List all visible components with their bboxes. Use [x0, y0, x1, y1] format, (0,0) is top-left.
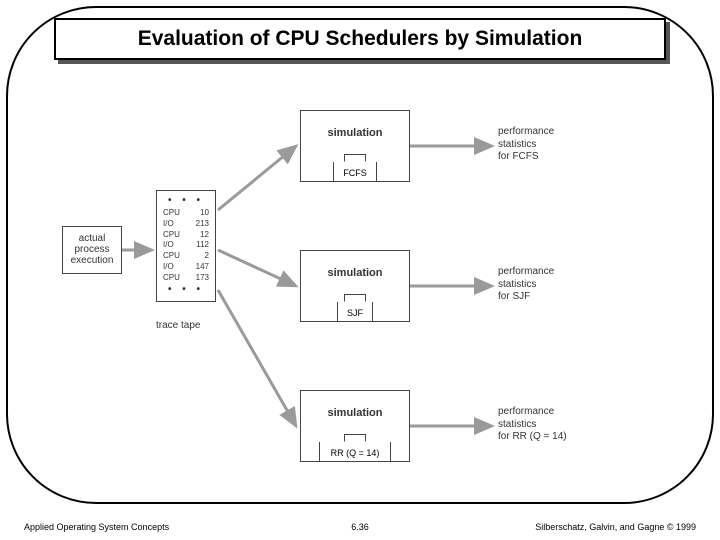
performance-output-label: performance statistics for SJF: [498, 266, 554, 304]
simulation-label: simulation: [301, 127, 409, 139]
performance-output-label: performance statistics for FCFS: [498, 126, 554, 164]
trace-row: I/O147: [159, 262, 213, 273]
trace-dots-bottom: • • •: [159, 284, 213, 297]
simulation-label: simulation: [301, 407, 409, 419]
simulation-label: simulation: [301, 267, 409, 279]
algorithm-box: FCFS: [333, 162, 377, 182]
footer: Applied Operating System Concepts 6.36 S…: [0, 516, 720, 536]
alg-notch: [344, 154, 366, 162]
trace-row: CPU2: [159, 251, 213, 262]
algorithm-box: RR (Q = 14): [319, 442, 391, 462]
footer-right: Silberschatz, Galvin, and Gagne © 1999: [535, 522, 696, 532]
trace-row: I/O213: [159, 219, 213, 230]
actual-process-label: actual process execution: [63, 227, 121, 272]
trace-tape-label: trace tape: [156, 320, 200, 333]
slide-title: Evaluation of CPU Schedulers by Simulati…: [54, 18, 666, 60]
diagram-area: actual process execution • • • CPU10I/O2…: [0, 0, 720, 540]
performance-output-label: performance statistics for RR (Q = 14): [498, 406, 567, 444]
alg-notch: [344, 294, 366, 302]
trace-tape-box: • • • CPU10I/O213CPU12I/O112CPU2I/O147CP…: [156, 190, 216, 302]
trace-row: CPU12: [159, 230, 213, 241]
algorithm-box: SJF: [337, 302, 373, 322]
trace-dots-top: • • •: [159, 195, 213, 208]
trace-row: CPU173: [159, 273, 213, 284]
trace-row: CPU10: [159, 208, 213, 219]
alg-notch: [344, 434, 366, 442]
trace-row: I/O112: [159, 240, 213, 251]
actual-process-box: actual process execution: [62, 226, 122, 274]
